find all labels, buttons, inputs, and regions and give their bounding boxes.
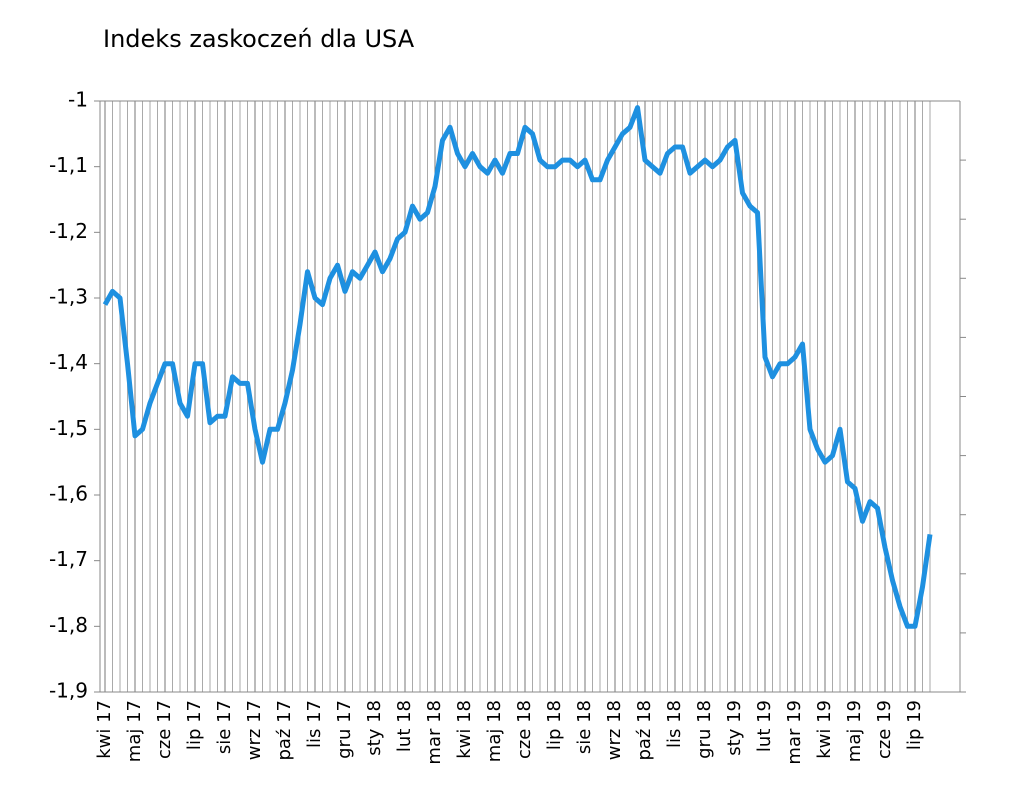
- x-tick-label: gru 17: [334, 700, 355, 759]
- y-tick-label: -1,4: [49, 350, 88, 374]
- x-tick-label: lis 18: [664, 700, 685, 748]
- x-tick-label: kwi 17: [94, 700, 115, 759]
- x-tick-label: lip 19: [904, 700, 925, 750]
- x-tick-label: sty 19: [724, 700, 745, 756]
- y-tick-label: -1,8: [49, 613, 88, 637]
- y-tick-label: -1,3: [49, 285, 88, 309]
- x-tick-label: cze 18: [514, 700, 535, 759]
- y-tick-label: -1,1: [49, 153, 88, 177]
- x-tick-label: sie 17: [214, 700, 235, 754]
- y-tick-label: -1,6: [49, 482, 88, 506]
- y-tick-label: -1,5: [49, 416, 88, 440]
- x-tick-label: lip 18: [544, 700, 565, 750]
- x-tick-label: lip 17: [184, 700, 205, 750]
- y-tick-label: -1,7: [49, 547, 88, 571]
- series-line: [102, 105, 933, 629]
- x-tick-label: lut 19: [754, 700, 775, 752]
- x-tick-label: cze 17: [154, 700, 175, 759]
- x-tick-label: lis 17: [304, 700, 325, 748]
- x-tick-label: cze 19: [874, 700, 895, 759]
- y-tick-label: -1,2: [49, 219, 88, 243]
- x-tick-label: kwi 18: [454, 700, 475, 759]
- y-tick-label: -1: [68, 88, 88, 112]
- x-tick-label: wrz 18: [604, 700, 625, 760]
- x-tick-label: paź 18: [634, 700, 655, 761]
- x-tick-label: sty 18: [364, 700, 385, 756]
- x-tick-label: lut 18: [394, 700, 415, 752]
- chart-title: Indeks zaskoczeń dla USA: [103, 25, 415, 53]
- x-tick-label: wrz 17: [244, 700, 265, 760]
- x-tick-label: maj 17: [124, 700, 145, 762]
- x-tick-label: paź 17: [274, 700, 295, 761]
- y-tick-label: -1,9: [49, 679, 88, 703]
- x-tick-label: sie 18: [574, 700, 595, 754]
- x-tick-label: maj 18: [484, 700, 505, 762]
- x-tick-label: mar 18: [424, 700, 445, 765]
- x-tick-label: gru 18: [694, 700, 715, 759]
- x-tick-label: maj 19: [844, 700, 865, 762]
- x-tick-label: mar 19: [784, 700, 805, 765]
- x-tick-label: kwi 19: [814, 700, 835, 759]
